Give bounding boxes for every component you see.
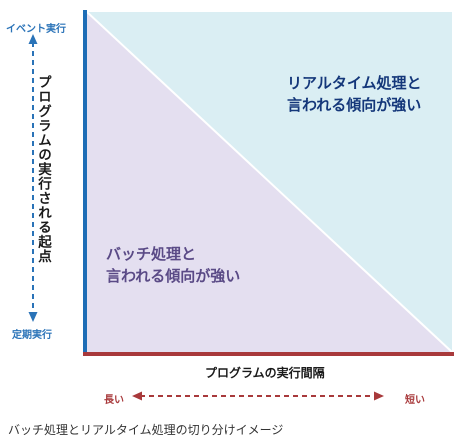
batch-region-label: バッチ処理と 言われる傾向が強い bbox=[106, 243, 240, 287]
y-top-label: イベント実行 bbox=[6, 24, 66, 35]
batch-label-line2: 言われる傾向が強い bbox=[106, 267, 241, 285]
x-double-arrow bbox=[132, 391, 384, 401]
x-right-label: 短い bbox=[405, 395, 425, 406]
realtime-label-line2: 言われる傾向が強い bbox=[287, 96, 422, 114]
y-bottom-label: 定期実行 bbox=[12, 330, 52, 341]
realtime-region-label: リアルタイム処理と 言われる傾向が強い bbox=[287, 72, 422, 116]
y-double-arrow bbox=[28, 34, 38, 322]
region-divider bbox=[86, 11, 453, 353]
x-left-label: 長い bbox=[104, 395, 124, 406]
x-axis-title: プログラムの実行間隔 bbox=[205, 366, 325, 380]
y-axis-title: プログラムの実行される起点 bbox=[35, 75, 51, 264]
realtime-label-line1: リアルタイム処理と bbox=[287, 74, 422, 92]
batch-label-line1: バッチ処理と bbox=[106, 245, 197, 263]
figure-caption: バッチ処理とリアルタイム処理の切り分けイメージ bbox=[8, 423, 284, 437]
